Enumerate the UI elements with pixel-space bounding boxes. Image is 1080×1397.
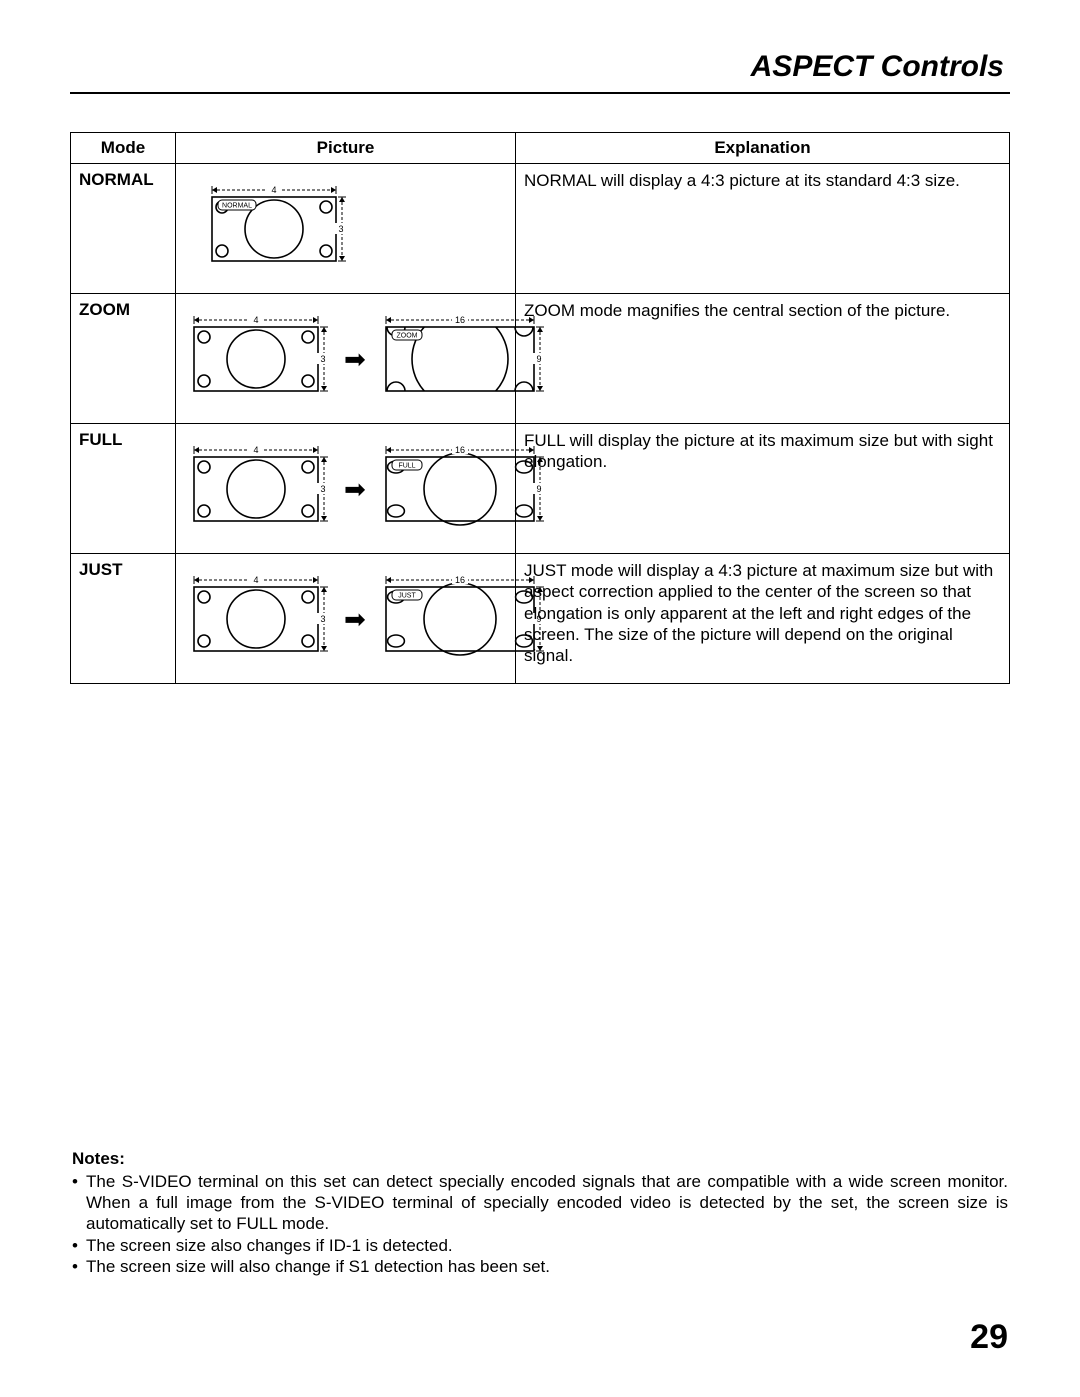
svg-text:16: 16 [455, 315, 465, 325]
svg-text:16: 16 [455, 445, 465, 455]
aspect-diagram: 43 [184, 443, 334, 535]
header-explanation: Explanation [516, 133, 1010, 164]
aspect-diagram: 43 [184, 313, 334, 405]
title-rule [70, 92, 1010, 94]
explanation-cell: FULL will display the picture at its max… [516, 424, 1010, 554]
aspect-diagram: NORMAL 4 3 [202, 183, 352, 275]
svg-text:3: 3 [320, 354, 325, 364]
mode-cell: JUST [71, 554, 176, 684]
svg-text:3: 3 [338, 224, 343, 234]
diagram: 43 [184, 313, 334, 405]
diagram: 43 [184, 443, 334, 535]
svg-text:9: 9 [536, 354, 541, 364]
table-header-row: Mode Picture Explanation [71, 133, 1010, 164]
svg-text:9: 9 [536, 484, 541, 494]
header-mode: Mode [71, 133, 176, 164]
page-number: 29 [970, 1318, 1008, 1357]
svg-text:4: 4 [253, 575, 258, 585]
svg-text:4: 4 [253, 315, 258, 325]
svg-text:16: 16 [455, 575, 465, 585]
arrow-icon: ➡ [342, 346, 368, 372]
aspect-diagram: 43 [184, 573, 334, 665]
notes-item: The screen size will also change if S1 d… [72, 1256, 1008, 1277]
picture-cell: 43➡ZOOM169 [176, 294, 516, 424]
picture-cell: NORMAL 4 3 [176, 164, 516, 294]
mode-cell: FULL [71, 424, 176, 554]
picture-cell: 43➡JUST169 [176, 554, 516, 684]
arrow-icon: ➡ [342, 606, 368, 632]
page: ASPECT Controls Mode Picture Explanation… [0, 0, 1080, 1397]
notes-list: The S-VIDEO terminal on this set can det… [72, 1171, 1008, 1277]
aspect-diagram: ZOOM 16 9 [376, 313, 550, 405]
svg-text:ZOOM: ZOOM [396, 332, 417, 339]
notes-heading: Notes: [72, 1148, 1008, 1169]
mode-cell: NORMAL [71, 164, 176, 294]
svg-text:3: 3 [320, 484, 325, 494]
picture-cell: 43➡FULL169 [176, 424, 516, 554]
table-row: ZOOM43➡ZOOM169ZOOM mode magnifies the ce… [71, 294, 1010, 424]
notes-section: Notes: The S-VIDEO terminal on this set … [72, 1148, 1008, 1278]
notes-item: The screen size also changes if ID-1 is … [72, 1235, 1008, 1256]
explanation-cell: ZOOM mode magnifies the central section … [516, 294, 1010, 424]
diagram: ZOOM 16 9 [376, 313, 550, 405]
svg-text:3: 3 [320, 614, 325, 624]
table-row: NORMAL NORMAL 4 3 NORMAL will display a 4:3 … [71, 164, 1010, 294]
mode-cell: ZOOM [71, 294, 176, 424]
header-picture: Picture [176, 133, 516, 164]
arrow-icon: ➡ [342, 476, 368, 502]
svg-text:4: 4 [271, 185, 276, 195]
explanation-cell: JUST mode will display a 4:3 picture at … [516, 554, 1010, 684]
table-row: FULL43➡FULL169FULL will display the pict… [71, 424, 1010, 554]
explanation-cell: NORMAL will display a 4:3 picture at its… [516, 164, 1010, 294]
svg-text:4: 4 [253, 445, 258, 455]
page-title: ASPECT Controls [70, 50, 1010, 84]
svg-text:NORMAL: NORMAL [222, 202, 252, 209]
aspect-table: Mode Picture Explanation NORMALNORMAL43N… [70, 132, 1010, 684]
diagram: NORMAL 4 3 [202, 183, 352, 275]
notes-item: The S-VIDEO terminal on this set can det… [72, 1171, 1008, 1235]
table-row: JUST43➡JUST169JUST mode will display a 4… [71, 554, 1010, 684]
svg-text:JUST: JUST [398, 592, 416, 599]
svg-text:FULL: FULL [398, 462, 415, 469]
diagram: 43 [184, 573, 334, 665]
